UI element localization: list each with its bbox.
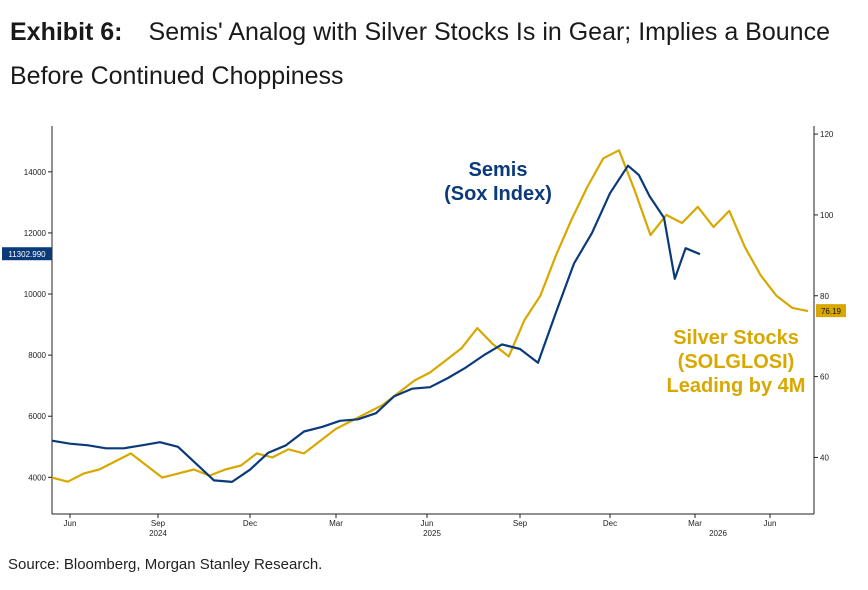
right-tick-label: 120 bbox=[820, 130, 834, 139]
left-tick-label: 6000 bbox=[28, 412, 46, 421]
exhibit-label: Exhibit 6: bbox=[10, 18, 123, 46]
x-tick-label: Mar bbox=[688, 519, 702, 528]
chart-axes: 4000 6000 8000 10000 12000 14000 40 60 80 100 120 J… bbox=[24, 126, 834, 538]
title-text: Semis' Analog with Silver Stocks Is in G… bbox=[10, 18, 830, 90]
left-tick-label: 12000 bbox=[24, 229, 47, 238]
right-tick-label: 80 bbox=[820, 292, 829, 301]
x-year-label: 2025 bbox=[423, 529, 441, 538]
semis-line bbox=[51, 164, 701, 483]
right-tick-label: 100 bbox=[820, 211, 834, 220]
silver-annotation-line: (SOLGLOSI) bbox=[678, 351, 795, 373]
x-tick-label: Sep bbox=[151, 519, 166, 528]
left-tick-label: 14000 bbox=[24, 168, 47, 177]
left-tick-label: 4000 bbox=[28, 473, 46, 482]
exhibit-title: Exhibit 6: Semis' Analog with Silver Stoc… bbox=[10, 10, 860, 98]
x-tick-label: Jun bbox=[64, 519, 77, 528]
silver-last-value-box bbox=[816, 304, 846, 318]
x-tick-label: Mar bbox=[329, 519, 343, 528]
right-tick-label: 40 bbox=[820, 453, 829, 462]
silver-annotation-line: Silver Stocks bbox=[673, 327, 799, 349]
source-note: Source: Bloomberg, Morgan Stanley Resear… bbox=[8, 556, 323, 573]
left-tick-label: 8000 bbox=[28, 351, 46, 360]
x-tick-label: Jun bbox=[421, 519, 434, 528]
silver-annotation-line: Leading by 4M bbox=[667, 375, 806, 397]
x-tick-label: Dec bbox=[243, 519, 257, 528]
semis-annotation-line: Semis bbox=[469, 159, 528, 181]
x-tick-label: Dec bbox=[603, 519, 617, 528]
x-tick-label: Sep bbox=[513, 519, 528, 528]
semis-last-value-label: 11302.990 bbox=[8, 250, 46, 259]
left-tick-label: 10000 bbox=[24, 290, 47, 299]
line-chart: 4000 6000 8000 10000 12000 14000 40 60 80 100 120 J… bbox=[2, 126, 846, 538]
silver-stocks-line bbox=[51, 149, 809, 483]
x-year-label: 2026 bbox=[709, 529, 727, 538]
semis-last-value-box bbox=[2, 247, 52, 261]
x-tick-label: Jun bbox=[764, 519, 777, 528]
x-year-label: 2024 bbox=[149, 529, 167, 538]
right-tick-label: 60 bbox=[820, 373, 829, 382]
chart-labels: 11302.990 76.19 Semis(Sox Index) Silver Sto… bbox=[2, 159, 846, 397]
semis-annotation-line: (Sox Index) bbox=[444, 183, 552, 205]
silver-last-value-label: 76.19 bbox=[821, 307, 842, 316]
chart-lines bbox=[51, 149, 809, 483]
